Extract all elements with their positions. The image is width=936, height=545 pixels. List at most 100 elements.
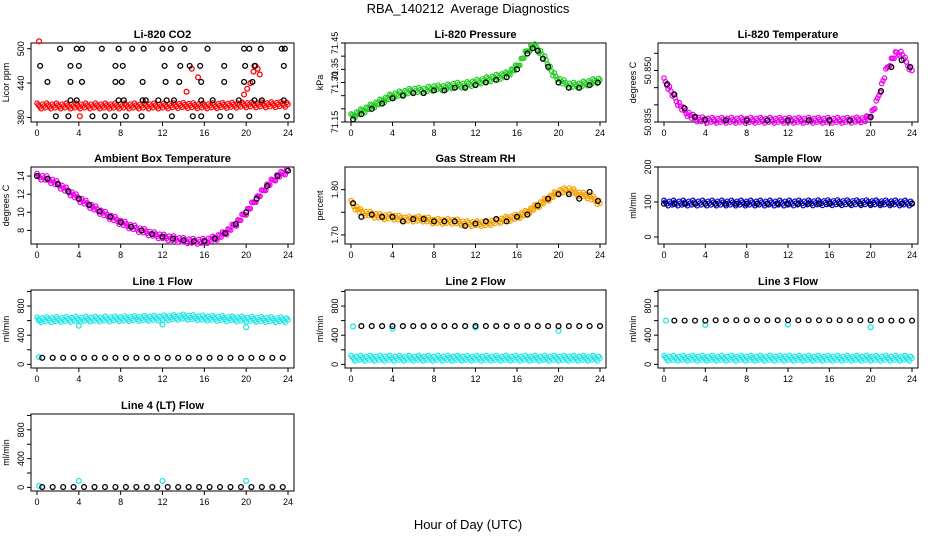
data-point xyxy=(482,79,489,86)
y-tick-label: 800 xyxy=(16,299,26,314)
series-cyan-0 xyxy=(36,477,250,490)
x-tick-label: 8 xyxy=(431,374,436,384)
data-point xyxy=(241,91,248,98)
data-point xyxy=(235,97,242,104)
data-point xyxy=(888,63,895,71)
data-point xyxy=(256,71,263,78)
data-point xyxy=(269,354,276,361)
data-point xyxy=(877,200,885,207)
series-black-1 xyxy=(660,200,916,207)
series-black-1 xyxy=(350,45,601,123)
data-point xyxy=(379,323,386,330)
y-tick-label: 50.835 xyxy=(643,108,653,136)
x-tick-label: 4 xyxy=(703,250,708,260)
data-point xyxy=(154,483,161,491)
data-point xyxy=(881,75,888,81)
data-point xyxy=(846,117,854,124)
data-point xyxy=(216,483,224,491)
x-tick-label: 12 xyxy=(470,128,480,138)
data-point xyxy=(285,317,291,323)
data-point xyxy=(586,323,593,330)
x-tick-label: 12 xyxy=(470,250,480,260)
data-point xyxy=(430,323,438,330)
data-point xyxy=(167,45,174,52)
data-point xyxy=(871,105,878,112)
data-point xyxy=(228,227,234,233)
data-point xyxy=(243,212,249,218)
panel-line4: Line 4 (LT) Flow ml/min 0 4 8 12 16 20 24 0 400 800 xyxy=(1,400,295,507)
data-point xyxy=(596,323,604,330)
data-point xyxy=(722,200,730,207)
data-point xyxy=(60,483,67,491)
data-point xyxy=(815,317,823,324)
data-point xyxy=(350,323,357,330)
x-tick-label: 16 xyxy=(199,128,209,138)
data-point xyxy=(681,200,688,207)
data-point xyxy=(358,111,365,118)
panel-title: Line 1 Flow xyxy=(133,276,193,288)
data-point xyxy=(898,317,905,324)
data-point xyxy=(462,323,469,330)
data-point xyxy=(198,78,205,85)
data-point xyxy=(138,227,145,234)
data-point xyxy=(180,237,187,244)
data-point xyxy=(712,200,719,207)
y-tick-label: 0 xyxy=(643,234,653,239)
data-point xyxy=(112,354,119,361)
data-point xyxy=(826,117,833,124)
data-point xyxy=(101,113,109,120)
data-point xyxy=(139,97,146,104)
data-point xyxy=(887,62,893,69)
y-tick-label: 200 xyxy=(643,159,653,174)
x-tick-label: 24 xyxy=(595,374,605,384)
data-point xyxy=(73,97,80,104)
series-green-0 xyxy=(348,41,603,121)
series-black-3 xyxy=(39,354,286,361)
y-axis-label: degrees C xyxy=(628,61,638,103)
data-point xyxy=(251,97,258,104)
data-point xyxy=(877,88,885,95)
data-point xyxy=(722,117,730,124)
data-point xyxy=(36,482,43,490)
data-point xyxy=(76,113,83,120)
data-point xyxy=(246,45,253,52)
data-point xyxy=(283,113,291,120)
data-point xyxy=(227,354,234,361)
x-tick-label: 16 xyxy=(824,128,834,138)
data-point xyxy=(89,113,96,120)
data-point xyxy=(168,113,175,120)
data-point xyxy=(143,354,150,361)
data-point xyxy=(353,203,360,210)
data-point xyxy=(815,200,823,207)
data-point xyxy=(906,63,913,71)
data-point xyxy=(242,62,249,69)
x-tick-label: 8 xyxy=(431,250,436,260)
data-point xyxy=(96,208,103,215)
y-tick-label: 400 xyxy=(16,451,26,466)
y-tick-label: 71.45 xyxy=(330,32,340,55)
data-point xyxy=(846,317,854,324)
data-point xyxy=(880,77,886,84)
data-point xyxy=(420,89,427,97)
data-point xyxy=(534,47,541,54)
data-point xyxy=(159,45,166,52)
data-point xyxy=(279,483,286,491)
y-tick-label: 400 xyxy=(330,328,340,343)
data-point xyxy=(663,317,670,324)
data-point xyxy=(774,317,781,324)
data-point xyxy=(681,317,688,324)
y-tick-label: 100 xyxy=(643,194,653,209)
data-point xyxy=(249,78,256,85)
x-tick-label: 20 xyxy=(241,374,251,384)
x-tick-label: 20 xyxy=(553,374,563,384)
data-point xyxy=(389,95,396,102)
series-black-2 xyxy=(358,323,604,330)
data-point xyxy=(190,238,197,245)
data-point xyxy=(664,81,671,88)
panel-line1: Line 1 Flow ml/min 0 4 8 12 16 20 24 0 400 800 xyxy=(1,276,295,384)
data-point xyxy=(278,45,285,52)
data-point xyxy=(186,62,193,69)
data-point xyxy=(540,200,547,207)
data-point xyxy=(493,323,500,330)
